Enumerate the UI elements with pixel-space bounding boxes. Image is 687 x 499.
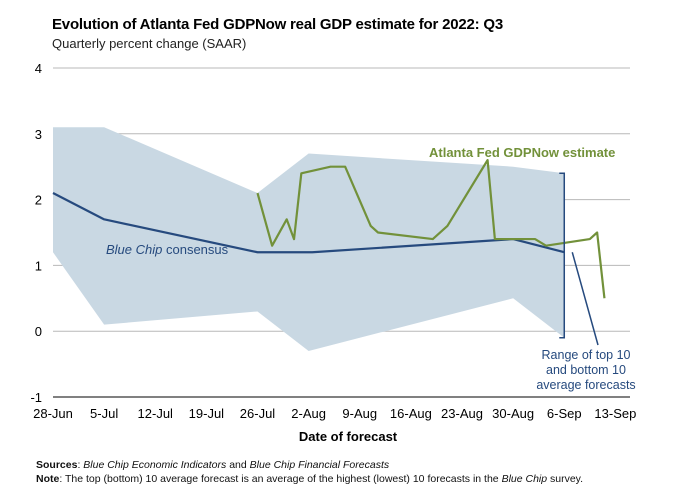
note-text-1: : The top (bottom) 10 average forecast i…	[59, 473, 502, 485]
x-tick-labels: 28-Jun 5-Jul 12-Jul 19-Jul 26-Jul 2-Aug 9-Aug 1…	[33, 406, 636, 421]
range-callout-line-1: and bottom 10	[546, 363, 626, 377]
x-tick-9: 30-Aug	[492, 406, 534, 421]
range-band	[53, 127, 565, 351]
range-band-layer	[53, 127, 565, 351]
x-tick-11: 13-Sep	[594, 406, 636, 421]
y-tick-3: 3	[35, 127, 42, 142]
chart-title: Evolution of Atlanta Fed GDPNow real GDP…	[52, 16, 504, 33]
note-text-3: survey.	[547, 473, 584, 485]
range-callout-line-0: Range of top 10	[542, 348, 631, 362]
note-label: Note	[36, 473, 60, 485]
sources-label: Sources	[36, 459, 78, 471]
x-tick-6: 9-Aug	[342, 406, 377, 421]
note-line: Note: The top (bottom) 10 average foreca…	[36, 472, 583, 486]
x-tick-5: 2-Aug	[291, 406, 326, 421]
series-label-gdpnow: Atlanta Fed GDPNow estimate	[429, 145, 615, 160]
range-bracket	[559, 172, 566, 339]
chart-subtitle: Quarterly percent change (SAAR)	[52, 36, 247, 51]
chart-footnotes: Sources: Blue Chip Economic Indicators a…	[36, 458, 583, 486]
x-tick-3: 19-Jul	[189, 406, 225, 421]
x-tick-2: 12-Jul	[138, 406, 174, 421]
y-tick-4: 4	[35, 61, 42, 76]
series-layer	[52, 159, 606, 299]
y-tick-labels: 4 3 2 1 0 -1	[30, 61, 42, 405]
y-tick-2: 2	[35, 193, 42, 208]
x-tick-10: 6-Sep	[547, 406, 582, 421]
source-1: Blue Chip Economic Indicators	[83, 459, 227, 471]
x-tick-0: 28-Jun	[33, 406, 73, 421]
sources-and: and	[226, 459, 250, 471]
y-tick-0: 0	[35, 324, 42, 339]
x-tick-7: 16-Aug	[390, 406, 432, 421]
sources-line: Sources: Blue Chip Economic Indicators a…	[36, 459, 390, 471]
source-2: Blue Chip Financial Forecasts	[249, 459, 390, 471]
x-tick-1: 5-Jul	[90, 406, 118, 421]
note-text-2: Blue Chip	[501, 473, 548, 485]
y-tick--1: -1	[30, 390, 42, 405]
x-tick-4: 26-Jul	[240, 406, 276, 421]
range-callout-pointer	[571, 252, 599, 346]
x-tick-8: 23-Aug	[441, 406, 483, 421]
range-callout-line-2: average forecasts	[536, 378, 635, 392]
series-label-blue-chip: Blue Chip consensus	[106, 242, 229, 257]
series-label-blue-chip-rest: consensus	[162, 242, 228, 257]
y-tick-1: 1	[35, 258, 42, 273]
annotation-layer: Blue Chip consensus Atlanta Fed GDPNow es…	[106, 145, 636, 392]
x-axis-label: Date of forecast	[299, 429, 398, 444]
series-line-gdpnow-estimate	[256, 159, 606, 299]
series-label-blue-chip-italic: Blue Chip	[106, 242, 162, 257]
